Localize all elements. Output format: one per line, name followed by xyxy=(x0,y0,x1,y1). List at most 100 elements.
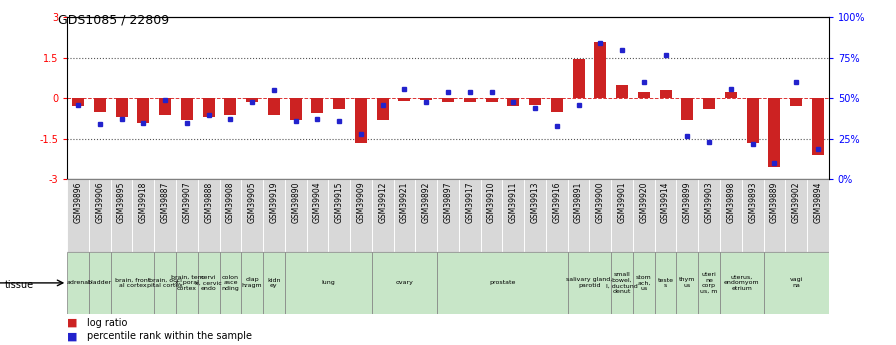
Bar xyxy=(72,98,84,106)
Bar xyxy=(486,98,497,102)
Text: lung: lung xyxy=(322,280,335,285)
Text: GDS1085 / 22809: GDS1085 / 22809 xyxy=(58,14,169,27)
Bar xyxy=(263,252,285,314)
Bar xyxy=(480,179,503,252)
Bar xyxy=(285,252,372,314)
Bar xyxy=(655,252,676,314)
Bar xyxy=(568,179,590,252)
Bar xyxy=(176,179,198,252)
Bar xyxy=(116,98,127,117)
Bar xyxy=(785,179,807,252)
Bar xyxy=(333,98,345,109)
Bar xyxy=(524,179,546,252)
Text: stom
ach,
us: stom ach, us xyxy=(636,275,651,291)
Bar xyxy=(594,41,607,98)
Text: GSM39892: GSM39892 xyxy=(422,181,431,223)
Bar xyxy=(769,98,780,167)
Text: GSM39908: GSM39908 xyxy=(226,181,235,223)
Bar xyxy=(312,98,323,113)
Bar xyxy=(220,179,241,252)
Text: GSM39905: GSM39905 xyxy=(247,181,256,223)
Text: GSM39888: GSM39888 xyxy=(204,181,213,223)
Text: percentile rank within the sample: percentile rank within the sample xyxy=(87,332,252,341)
Text: GSM39920: GSM39920 xyxy=(640,181,649,223)
Text: GSM39921: GSM39921 xyxy=(400,181,409,223)
Bar xyxy=(720,252,763,314)
Bar xyxy=(790,98,802,106)
Bar xyxy=(507,98,520,106)
Bar xyxy=(89,179,111,252)
Bar xyxy=(67,179,89,252)
Bar xyxy=(616,85,628,98)
Bar xyxy=(268,98,280,115)
Bar xyxy=(67,252,89,314)
Text: vagi
na: vagi na xyxy=(789,277,803,288)
Text: GSM39904: GSM39904 xyxy=(313,181,322,223)
Bar xyxy=(746,98,759,143)
Text: brain, occi
pital cortex: brain, occi pital cortex xyxy=(147,277,183,288)
Text: ■: ■ xyxy=(67,332,78,341)
Text: GSM39907: GSM39907 xyxy=(183,181,192,223)
Bar xyxy=(812,98,824,155)
Text: brain, front
al cortex: brain, front al cortex xyxy=(115,277,151,288)
Text: GSM39919: GSM39919 xyxy=(270,181,279,223)
Bar xyxy=(159,98,171,115)
Bar xyxy=(633,252,655,314)
Text: cervi
x, cervic
endo: cervi x, cervic endo xyxy=(195,275,222,291)
Text: GSM39911: GSM39911 xyxy=(509,181,518,223)
Bar xyxy=(611,252,633,314)
Bar xyxy=(306,179,328,252)
Bar xyxy=(263,179,285,252)
Bar xyxy=(611,179,633,252)
Bar xyxy=(464,98,476,102)
Text: GSM39891: GSM39891 xyxy=(574,181,583,223)
Bar xyxy=(698,179,720,252)
Bar xyxy=(681,98,694,120)
Text: GSM39890: GSM39890 xyxy=(291,181,300,223)
Bar xyxy=(551,98,563,112)
Bar xyxy=(655,179,676,252)
Bar xyxy=(725,91,737,98)
Bar xyxy=(503,179,524,252)
Bar xyxy=(246,98,258,102)
Text: teste
s: teste s xyxy=(658,277,674,288)
Text: GSM39900: GSM39900 xyxy=(596,181,605,223)
Text: GSM39898: GSM39898 xyxy=(727,181,736,223)
Bar xyxy=(289,98,302,120)
Bar xyxy=(154,252,176,314)
Bar xyxy=(437,252,568,314)
Text: colon
asce
nding: colon asce nding xyxy=(221,275,239,291)
Text: GSM39910: GSM39910 xyxy=(487,181,496,223)
Bar xyxy=(742,179,763,252)
Bar xyxy=(529,98,541,105)
Bar xyxy=(659,90,672,98)
Text: GSM39901: GSM39901 xyxy=(617,181,626,223)
Bar xyxy=(568,252,611,314)
Text: GSM39893: GSM39893 xyxy=(748,181,757,223)
Text: uterus,
endomyom
etrium: uterus, endomyom etrium xyxy=(724,275,760,291)
Bar xyxy=(111,252,154,314)
Text: GSM39917: GSM39917 xyxy=(465,181,474,223)
Text: brain, tem
x, poral
cortex: brain, tem x, poral cortex xyxy=(170,275,203,291)
Bar xyxy=(763,252,829,314)
Text: ovary: ovary xyxy=(395,280,413,285)
Text: uteri
ne
corp
us, m: uteri ne corp us, m xyxy=(701,272,718,294)
Bar xyxy=(198,179,220,252)
Text: log ratio: log ratio xyxy=(87,318,127,327)
Text: prostate: prostate xyxy=(489,280,515,285)
Bar xyxy=(350,179,372,252)
Text: GSM39897: GSM39897 xyxy=(444,181,452,223)
Text: GSM39918: GSM39918 xyxy=(139,181,148,223)
Bar xyxy=(176,252,198,314)
Text: GSM39912: GSM39912 xyxy=(378,181,387,223)
Text: GSM39895: GSM39895 xyxy=(117,181,126,223)
Bar xyxy=(372,252,437,314)
Bar xyxy=(703,98,715,109)
Text: GSM39906: GSM39906 xyxy=(95,181,104,223)
Text: thym
us: thym us xyxy=(679,277,695,288)
Bar xyxy=(181,98,193,120)
Bar xyxy=(111,179,133,252)
Text: kidn
ey: kidn ey xyxy=(267,277,280,288)
Bar xyxy=(807,179,829,252)
Text: GSM39914: GSM39914 xyxy=(661,181,670,223)
